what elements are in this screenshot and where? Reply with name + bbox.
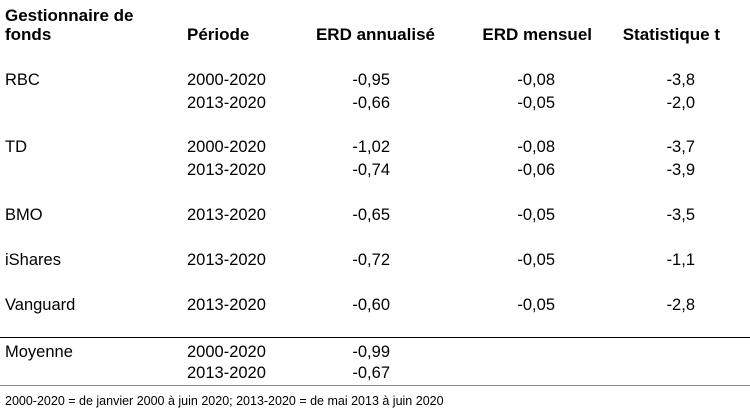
row-average-erd-annual: -0,99 [352, 343, 390, 361]
row-rbc-period: 2000-2020 [187, 71, 266, 89]
row-average2-period: 2013-2020 [187, 364, 266, 382]
row-ishares-erd-monthly: -0,05 [517, 251, 555, 269]
row-vanguard-manager: Vanguard [5, 296, 76, 314]
row-average-period: 2000-2020 [187, 343, 266, 361]
row-rbc2-erd-monthly: -0,05 [517, 94, 555, 112]
footnote: 2000-2020 = de janvier 2000 à juin 2020;… [5, 394, 444, 408]
row-td-manager: TD [5, 138, 27, 156]
row-vanguard-tstat: -2,8 [666, 296, 695, 314]
header-period: Période [187, 25, 250, 44]
row-bmo-tstat: -3,5 [666, 206, 695, 224]
row-bmo-period: 2013-2020 [187, 206, 266, 224]
row-rbc-erd-monthly: -0,08 [517, 71, 555, 89]
row-bmo-erd-monthly: -0,05 [517, 206, 555, 224]
header-erd-monthly: ERD mensuel [482, 25, 592, 44]
average-divider [0, 337, 750, 338]
row-rbc-erd-annual: -0,95 [352, 71, 390, 89]
row-td2-erd-monthly: -0,06 [517, 161, 555, 179]
row-td-erd-annual: -1,02 [352, 138, 390, 156]
row-ishares-period: 2013-2020 [187, 251, 266, 269]
footnote-divider [0, 385, 750, 386]
row-vanguard-erd-annual: -0,60 [352, 296, 390, 314]
header-manager-line1: Gestionnaire de [5, 6, 134, 25]
row-bmo-manager: BMO [5, 206, 43, 224]
row-average-manager: Moyenne [5, 343, 73, 361]
row-ishares-erd-annual: -0,72 [352, 251, 390, 269]
row-td-tstat: -3,7 [666, 138, 695, 156]
row-td2-period: 2013-2020 [187, 161, 266, 179]
row-vanguard-period: 2013-2020 [187, 296, 266, 314]
row-rbc-tstat: -3,8 [666, 71, 695, 89]
header-manager-line2: fonds [5, 25, 52, 44]
row-ishares-manager: iShares [5, 251, 61, 269]
header-erd-annual: ERD annualisé [315, 25, 435, 44]
row-average2-erd-annual: -0,67 [352, 364, 390, 382]
row-rbc2-period: 2013-2020 [187, 94, 266, 112]
header-tstat: Statistique t [622, 25, 720, 44]
row-bmo-erd-annual: -0,65 [352, 206, 390, 224]
row-td2-tstat: -3,9 [666, 161, 695, 179]
row-rbc2-erd-annual: -0,66 [352, 94, 390, 112]
row-td-period: 2000-2020 [187, 138, 266, 156]
row-td-erd-monthly: -0,08 [517, 138, 555, 156]
row-ishares-tstat: -1,1 [666, 251, 695, 269]
row-rbc2-tstat: -2,0 [666, 94, 695, 112]
row-td2-erd-annual: -0,74 [352, 161, 390, 179]
row-vanguard-erd-monthly: -0,05 [517, 296, 555, 314]
row-rbc-manager: RBC [5, 71, 40, 89]
